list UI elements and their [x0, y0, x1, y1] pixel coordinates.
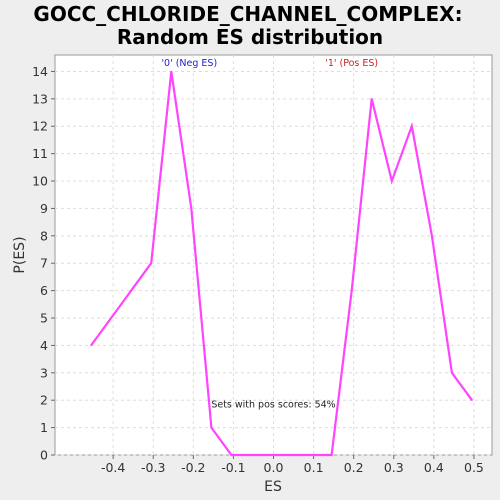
data-point [411, 125, 413, 128]
chart-title-line-1: GOCC_CHLORIDE_CHANNEL_COMPLEX: [33, 2, 462, 26]
data-point [170, 70, 173, 73]
data-point [370, 98, 373, 100]
y-tick-label: 8 [40, 228, 48, 243]
y-tick-label: 10 [32, 174, 48, 189]
data-point [350, 289, 353, 292]
series-line-0 [90, 71, 473, 457]
data-point [431, 235, 433, 237]
x-tick-label: -0.4 [101, 460, 125, 475]
data-point [90, 344, 92, 347]
annotation-1: '1' (Pos ES) [325, 58, 378, 69]
x-tick-label: 0.3 [384, 460, 404, 475]
data-point [150, 262, 153, 265]
x-tick-label: 0.2 [344, 460, 364, 475]
y-tick-label: 0 [40, 448, 48, 463]
y-tick-label: 5 [40, 311, 48, 326]
data-point [471, 399, 473, 402]
ticks: -0.4 -0.3 -0.2 -0.1 0.0 0.1 0.2 0.3 0.4 0.5012345… [32, 64, 484, 475]
x-tick-label: -0.1 [221, 460, 245, 475]
x-tick-label: 0.0 [264, 460, 284, 475]
data-point [210, 426, 213, 429]
y-tick-label: 12 [32, 119, 48, 134]
data-point [190, 207, 193, 210]
data-point [270, 454, 273, 456]
series-layer [90, 70, 473, 457]
y-axis-label: P(ES) [12, 236, 28, 273]
x-tick-label: 0.4 [424, 460, 444, 475]
annotation-0: '0' (Neg ES) [161, 58, 217, 69]
y-tick-label: 1 [40, 420, 48, 435]
y-tick-label: 9 [40, 201, 48, 216]
data-point [451, 372, 453, 374]
data-point [310, 454, 313, 456]
x-tick-label: 0.1 [304, 460, 324, 475]
y-tick-label: 4 [40, 338, 48, 353]
chart-title-line-2: Random ES distribution [117, 25, 383, 49]
x-tick-label: 0.5 [464, 460, 484, 475]
data-point [250, 454, 253, 456]
y-tick-label: 3 [40, 365, 48, 380]
annotation-2: Sets with pos scores: 54% [211, 399, 335, 410]
data-point [390, 180, 393, 182]
y-tick-label: 13 [32, 91, 48, 106]
y-tick-label: 2 [40, 393, 48, 408]
x-tick-label: -0.3 [141, 460, 165, 475]
data-point [230, 454, 233, 456]
y-tick-label: 6 [40, 283, 48, 298]
data-point [330, 454, 333, 456]
annotations: '0' (Neg ES) '1' (Pos ES) Sets with pos sc… [161, 58, 378, 410]
y-tick-label: 11 [32, 146, 48, 161]
y-tick-label: 7 [40, 256, 48, 271]
data-point [290, 454, 293, 456]
x-axis-label: ES [264, 479, 282, 495]
x-tick-label: -0.2 [181, 460, 205, 475]
y-tick-label: 14 [32, 64, 48, 79]
